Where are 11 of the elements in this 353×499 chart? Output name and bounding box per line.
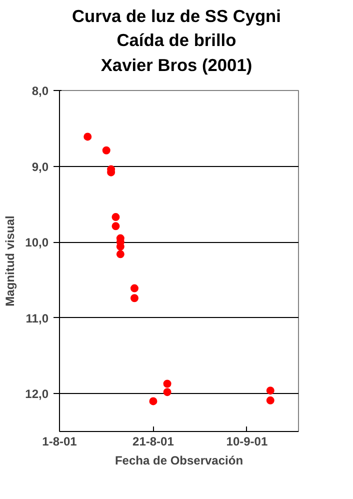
x-tick-label: 10-9-01 [226,434,268,448]
x-tick-label: 21-8-01 [132,434,174,448]
y-tick-label: 8,0 [32,84,49,98]
y-tick-label: 9,0 [32,160,49,174]
y-tick-label: 12,0 [25,387,49,402]
x-axis-title: Fecha de Observación [114,454,244,468]
y-tick-label: 10,0 [25,236,49,250]
y-tick-label: 11,0 [26,311,49,326]
y-axis-title: Magnitud visual [3,216,18,306]
chart-title: Curva de luz de SS Cygni Caída de brillo Xavier Bros (2001) [72,5,281,77]
x-tick-label: 1-8-01 [42,434,78,448]
